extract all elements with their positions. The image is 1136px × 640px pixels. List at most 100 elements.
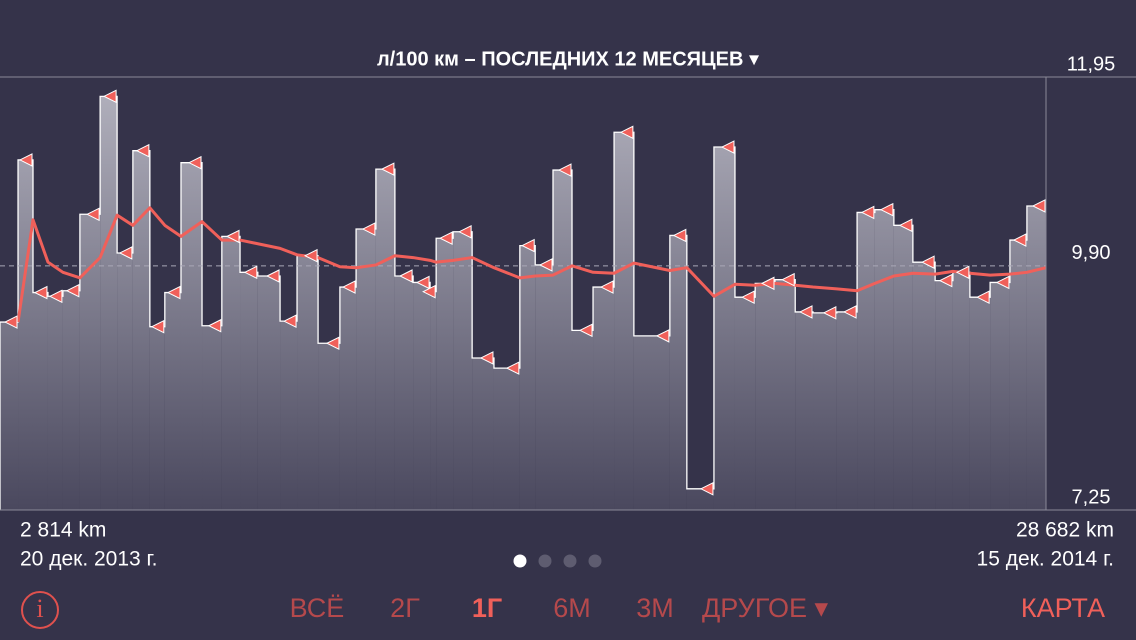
tab[interactable]: 1Г	[472, 593, 502, 623]
fill-bar	[339, 287, 357, 510]
tab[interactable]: ДРУГОЕ ▾	[702, 593, 828, 623]
fill-bar	[857, 212, 875, 510]
tab[interactable]: 2Г	[390, 593, 420, 623]
fill-bar	[318, 343, 340, 510]
fillup-marker	[86, 207, 100, 222]
fillup-marker	[3, 315, 18, 329]
fill-bar	[79, 214, 101, 511]
fillup-marker	[380, 162, 395, 176]
fill-bar	[713, 147, 735, 510]
fill-bar	[593, 287, 615, 510]
average-line	[16, 206, 1047, 323]
info-button[interactable]	[21, 591, 59, 629]
fill-bar	[553, 170, 573, 510]
fill-bar	[893, 225, 913, 510]
fill-bar	[686, 488, 714, 510]
fillup-marker	[921, 255, 935, 269]
fillup-marker	[479, 351, 494, 365]
fillup-marker	[822, 306, 837, 320]
fill-bar	[280, 321, 298, 510]
y-tick-label: 11,95	[1067, 53, 1116, 75]
fill-bar	[969, 297, 991, 510]
fillup-marker	[422, 284, 436, 299]
fillup-marker	[341, 280, 356, 294]
fillup-marker	[303, 248, 318, 263]
fill-bar	[240, 272, 258, 510]
fill-bar	[436, 238, 454, 511]
fill-bar	[614, 132, 634, 510]
fillup-marker	[938, 273, 953, 288]
fill-bar	[633, 335, 670, 510]
fillup-marker	[150, 319, 165, 334]
fill-bar	[734, 297, 756, 510]
fill-bar	[62, 290, 80, 510]
fill-bar	[952, 272, 970, 510]
page-dot[interactable]	[563, 554, 577, 568]
fillup-marker	[325, 336, 340, 351]
fillup-marker	[1031, 199, 1046, 213]
fill-bar	[935, 280, 953, 510]
fillup-marker	[521, 238, 535, 253]
fill-bar	[453, 231, 473, 510]
fillup-marker	[265, 269, 280, 283]
tab[interactable]: 6М	[553, 593, 591, 623]
fillup-marker	[599, 280, 614, 294]
page-dot[interactable]	[538, 554, 552, 568]
fill-bar	[912, 262, 936, 510]
fillup-marker	[398, 269, 413, 283]
fillup-marker	[781, 272, 795, 287]
fillup-marker	[720, 140, 735, 154]
fill-bar	[413, 282, 431, 510]
fill-bar	[1026, 205, 1046, 510]
fillup-marker	[975, 290, 990, 304]
fillup-marker	[135, 143, 150, 158]
fillup-marker	[118, 246, 133, 260]
fill-bar	[813, 312, 837, 510]
fill-bar	[18, 159, 33, 510]
fillup-marker	[415, 275, 430, 290]
fill-bar	[535, 264, 554, 510]
y-tick-label: 9,90	[1072, 242, 1111, 264]
page-dot[interactable]	[588, 554, 602, 568]
end-distance: 28 682 km	[1016, 519, 1114, 542]
page-dot[interactable]	[513, 554, 527, 568]
map-button[interactable]: КАРТА	[1021, 593, 1105, 623]
fillup-marker	[33, 285, 48, 300]
tab[interactable]: ВСЁ	[290, 593, 345, 623]
fillup-marker	[955, 265, 970, 280]
fillup-marker	[760, 276, 775, 291]
fill-bar	[493, 368, 520, 510]
fillup-marker	[898, 218, 913, 233]
fill-bar	[430, 291, 437, 510]
fill-bar	[180, 162, 203, 511]
fill-bar	[297, 255, 319, 510]
fill-bar	[100, 96, 118, 511]
fillup-marker	[699, 482, 714, 496]
fill-bar	[0, 322, 19, 510]
start-distance: 2 814 km	[20, 519, 106, 542]
fill-bar	[836, 311, 858, 510]
fillup-marker	[655, 329, 670, 343]
y-tick-label: 7,25	[1072, 486, 1111, 508]
fillup-marker	[166, 285, 181, 300]
fillup-marker	[505, 361, 520, 375]
fillup-marker	[458, 224, 472, 239]
fill-bar	[990, 282, 1010, 510]
fill-bar	[356, 229, 376, 511]
fill-bar	[32, 292, 48, 510]
fillup-marker	[18, 153, 33, 167]
fillup-marker	[187, 155, 202, 170]
start-date: 20 дек. 2013 г.	[20, 548, 157, 571]
fill-bar	[47, 296, 63, 510]
fillup-marker	[439, 231, 453, 246]
tab[interactable]: 3М	[636, 593, 674, 623]
fillup-marker	[995, 275, 1010, 290]
fillup-marker	[879, 202, 894, 217]
fillup-marker	[672, 228, 687, 243]
fill-bar	[394, 275, 414, 510]
info-icon[interactable]: i	[36, 594, 43, 623]
fillup-marker	[1012, 233, 1027, 247]
chart-title[interactable]: л/100 км – ПОСЛЕДНИХ 12 МЕСЯЦЕВ ▾	[377, 48, 759, 70]
fill-bar	[669, 235, 687, 510]
